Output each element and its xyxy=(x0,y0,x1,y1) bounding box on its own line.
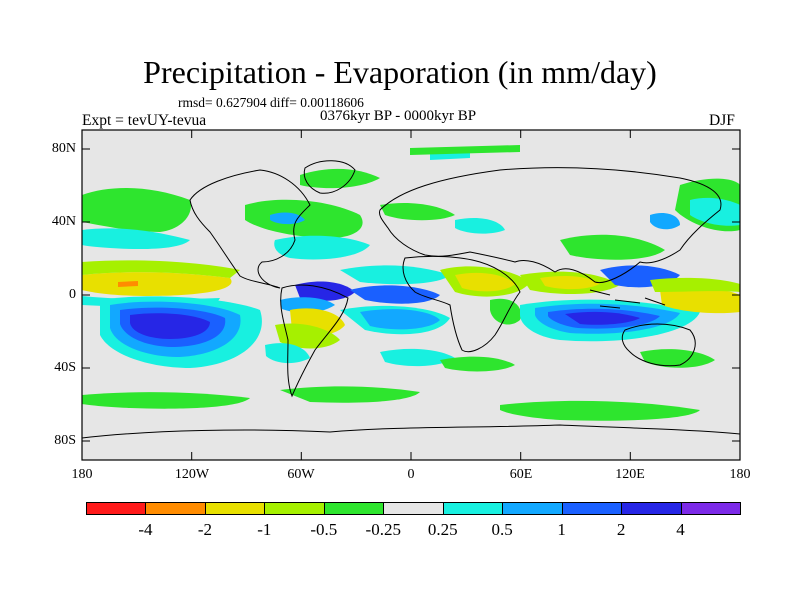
north-atlantic-cyan xyxy=(274,235,370,260)
lon-label-60e: 60E xyxy=(509,467,533,482)
colorbar-label: 0.25 xyxy=(427,520,458,539)
colorbar-label: -1 xyxy=(257,520,272,539)
amazon-blue xyxy=(295,281,355,301)
lon-label-120w: 120W xyxy=(174,467,210,482)
maritime-islands-outline xyxy=(589,289,666,309)
indian-ocean-yellow xyxy=(540,276,600,290)
maritime-darkblue xyxy=(565,311,640,325)
colorbar-swatch xyxy=(204,502,266,515)
tropical-pacific-yellow xyxy=(82,272,232,296)
lon-label-180w: 180 xyxy=(71,467,93,482)
lon-ticks xyxy=(81,130,741,460)
antarctica-outline xyxy=(82,424,740,439)
southern-ocean-green-e xyxy=(500,400,700,421)
arctic-green-strip xyxy=(410,145,520,155)
lat-label-80n: 80N xyxy=(51,141,76,156)
colorbar-swatch xyxy=(680,502,741,515)
contour-field xyxy=(82,130,740,460)
colorbar-label: -0.5 xyxy=(310,520,338,539)
south-america-outline xyxy=(280,284,349,398)
west-pacific-yellow xyxy=(660,287,740,314)
colorbar-swatch xyxy=(621,502,682,515)
north-pacific-east-cyan xyxy=(690,197,740,226)
eurasia-outline xyxy=(379,167,722,284)
colorbar-label: 1 xyxy=(557,520,566,539)
asia-cyan-patch xyxy=(455,218,505,234)
africa-yellow xyxy=(455,272,515,292)
japan-blue xyxy=(650,213,680,230)
brazil-green xyxy=(275,323,340,349)
lat-label-80s: 80S xyxy=(54,433,76,448)
atlantic-itcz-blue xyxy=(350,285,440,304)
colorbar-swatch xyxy=(264,502,325,515)
spcz-darkblue xyxy=(130,313,210,339)
atlantic-itcz-cyan xyxy=(340,265,450,285)
colorbar-swatch xyxy=(383,502,444,515)
west-pacific-green xyxy=(650,277,740,292)
south-atlantic-lightblue xyxy=(360,309,440,330)
southern-ocean-green-w xyxy=(82,392,250,409)
colorbar-swatch xyxy=(561,502,623,515)
tropical-pacific-green xyxy=(82,260,240,278)
colorbar-swatch xyxy=(86,502,147,515)
colorbar-label: -4 xyxy=(138,520,153,539)
colorbar-swatch xyxy=(145,502,206,515)
lon-label-60w: 60W xyxy=(287,467,315,482)
north-pacific-cyan xyxy=(82,228,190,250)
period-text: 0376kyr BP - 0000kyr BP xyxy=(320,108,477,124)
greenland-outline xyxy=(303,160,356,194)
coastlines xyxy=(82,160,740,439)
europe-green xyxy=(380,203,455,221)
lat-label-40n: 40N xyxy=(51,214,76,229)
lon-label-120e: 120E xyxy=(615,467,645,482)
lat-ticks xyxy=(82,148,740,442)
north-pacific-green xyxy=(82,188,191,232)
arctic-green-patch xyxy=(300,168,380,189)
season-label: DJF xyxy=(709,112,735,129)
australia-south-green xyxy=(640,349,715,368)
colorbar-label: 2 xyxy=(616,520,626,539)
colorbar-label: 0.5 xyxy=(491,520,513,539)
stats-text: rmsd= 0.627904 diff= 0.00118606 xyxy=(178,95,364,110)
colorbar-swatch xyxy=(323,502,385,515)
map-title: Precipitation - Evaporation (in mm/day) xyxy=(143,54,657,90)
lon-label-0: 0 xyxy=(407,467,415,482)
southern-ocean-green-c xyxy=(280,386,420,403)
southern-ocean-cyan xyxy=(380,348,455,367)
amazon-lightblue xyxy=(280,297,335,313)
east-africa-green xyxy=(490,298,521,325)
colorbar-swatch xyxy=(502,502,563,515)
colorbar-swatch xyxy=(442,502,504,515)
east-asia-green xyxy=(560,234,665,260)
experiment-label: Expt = tevUY-tevua xyxy=(82,112,207,129)
colorbar-label: 4 xyxy=(676,520,685,539)
africa-outline xyxy=(402,255,521,353)
colorbar-label: -0.25 xyxy=(365,520,401,539)
colorbar-label: -2 xyxy=(197,520,212,539)
tropical-red-spot xyxy=(118,281,138,287)
southern-ocean-green-mid xyxy=(440,356,515,372)
north-america-outline xyxy=(189,169,311,289)
lon-label-180e: 180 xyxy=(729,467,751,482)
australia-outline xyxy=(621,323,696,367)
lat-label-0: 0 xyxy=(69,287,76,302)
lat-label-40s: 40S xyxy=(54,360,76,375)
